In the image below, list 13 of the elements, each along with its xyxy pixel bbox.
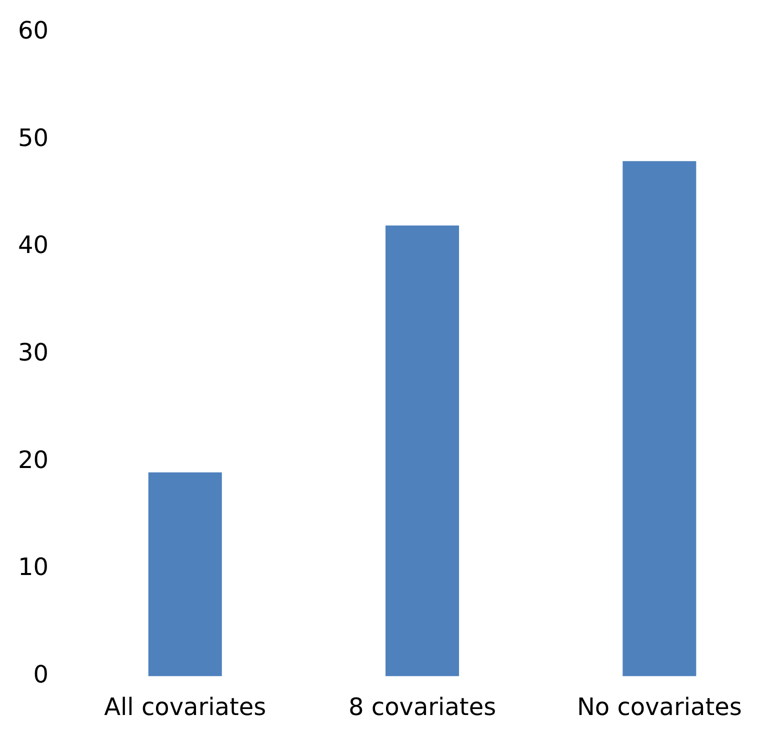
y-tick-label: 20	[18, 446, 49, 474]
bar	[386, 226, 460, 676]
bar	[622, 161, 696, 676]
x-tick-label: 8 covariates	[348, 692, 496, 721]
y-tick-label: 60	[18, 16, 49, 45]
bar	[148, 472, 222, 676]
y-tick-label: 10	[18, 553, 49, 582]
y-tick-label: 50	[18, 124, 49, 152]
x-tick-label: All covariates	[104, 692, 266, 721]
y-tick-label: 30	[18, 338, 49, 367]
y-tick-label: 40	[18, 231, 49, 260]
y-tick-label: 0	[33, 660, 49, 688]
x-tick-label: No covariates	[576, 692, 742, 721]
